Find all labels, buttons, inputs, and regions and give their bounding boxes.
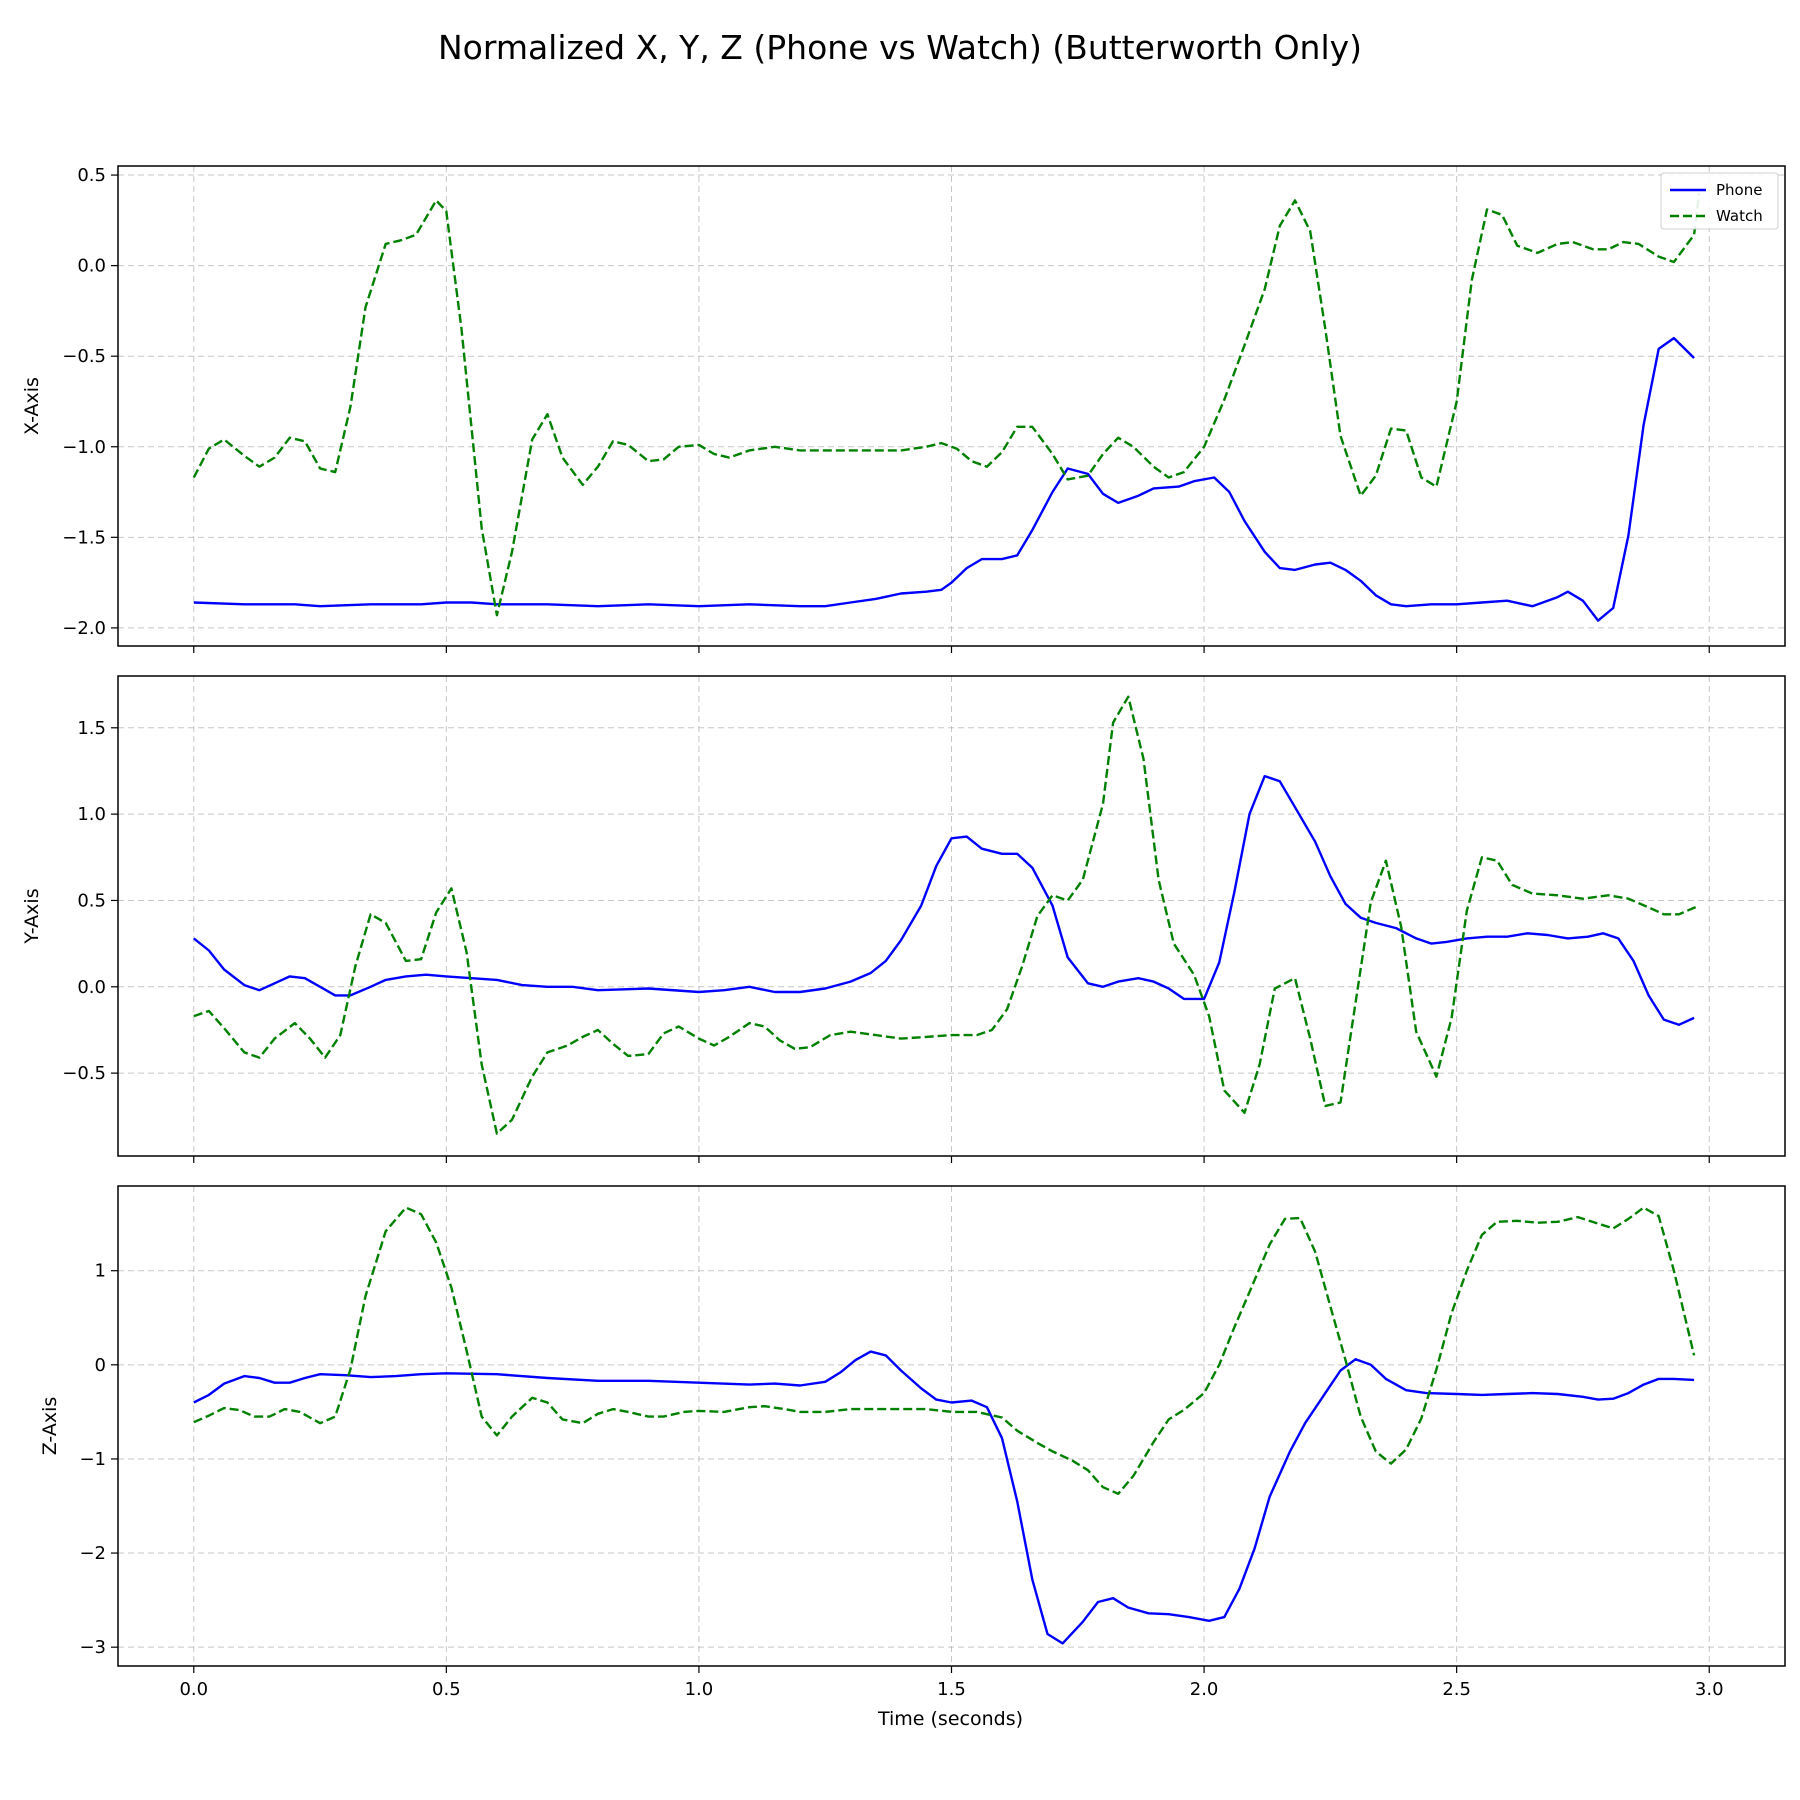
y-tick-label: 1 bbox=[95, 1261, 106, 1282]
y-tick-label: −2 bbox=[79, 1543, 106, 1564]
subplot-x-axis: −2.0 −1.5 −1.0 −0.5 0.0 0.5 X-Axis Phone Watch bbox=[21, 165, 1786, 653]
y-axis-label: Z-Axis bbox=[39, 1397, 61, 1456]
series-line-watch bbox=[193, 1206, 1696, 1495]
x-tick-label: 1.5 bbox=[937, 1679, 966, 1700]
y-axis-label: Y-Axis bbox=[21, 888, 43, 944]
x-tick-label: 2.0 bbox=[1190, 1679, 1219, 1700]
x-tick-label: 3.0 bbox=[1695, 1679, 1724, 1700]
y-tick-label: −2.0 bbox=[62, 618, 106, 639]
x-tick-label: 0.5 bbox=[432, 1679, 461, 1700]
y-tick-label: 1.5 bbox=[77, 718, 106, 739]
series-line-phone bbox=[193, 336, 1695, 622]
series-line-phone bbox=[193, 1350, 1695, 1645]
y-tick-label: −1 bbox=[79, 1449, 106, 1470]
legend-label-watch: Watch bbox=[1716, 207, 1763, 225]
y-tick-label: −3 bbox=[79, 1637, 106, 1658]
y-tick-label: 1.0 bbox=[77, 804, 106, 825]
y-tick-label: −1.5 bbox=[62, 527, 106, 548]
y-tick-label: 0.0 bbox=[77, 977, 106, 998]
legend: Phone Watch bbox=[1660, 172, 1779, 230]
y-tick-label: −0.5 bbox=[62, 346, 106, 367]
x-tick-label: 0.0 bbox=[179, 1679, 208, 1700]
y-tick-label: −0.5 bbox=[62, 1063, 106, 1084]
y-axis-label: X-Axis bbox=[21, 377, 43, 435]
subplot-y-axis: −0.5 0.0 0.5 1.0 1.5 Y-Axis bbox=[21, 675, 1786, 1163]
y-tick-label: 0.0 bbox=[77, 256, 106, 277]
series-line-watch bbox=[192, 193, 1701, 617]
y-tick-label: 0.5 bbox=[77, 165, 106, 186]
x-axis-label: Time (seconds) bbox=[877, 1708, 1023, 1730]
chart-title: Normalized X, Y, Z (Phone vs Watch) (But… bbox=[437, 28, 1363, 67]
x-tick-label: 1.0 bbox=[685, 1679, 714, 1700]
series-line-watch bbox=[193, 695, 1700, 1135]
subplot-z-axis: −3 −2 −1 0 1 0.0 0.5 1.0 1.5 2.0 2.5 3.0 Z-Axis bbox=[39, 1185, 1786, 1700]
x-tick-label: 2.5 bbox=[1442, 1679, 1471, 1700]
legend-label-phone: Phone bbox=[1716, 181, 1762, 199]
y-tick-label: 0 bbox=[95, 1355, 106, 1376]
y-tick-label: 0.5 bbox=[77, 890, 106, 911]
y-tick-label: −1.0 bbox=[62, 437, 106, 458]
